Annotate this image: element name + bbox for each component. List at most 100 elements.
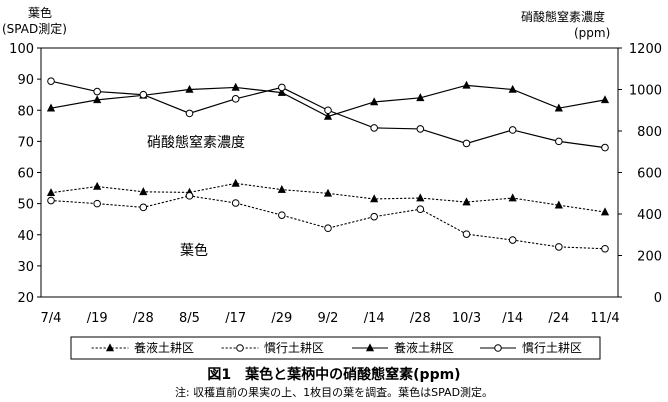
triangle-marker xyxy=(231,82,240,91)
circle-marker xyxy=(494,344,502,352)
triangle-marker xyxy=(554,103,563,112)
triangle-marker xyxy=(46,103,56,112)
circle-marker xyxy=(47,196,55,205)
x-tick-label: 8/5 xyxy=(179,311,200,326)
circle-marker xyxy=(416,205,425,214)
circle-marker xyxy=(185,192,194,200)
series-line xyxy=(50,182,606,213)
left-tick-label: 30 xyxy=(17,260,34,275)
triangle-marker xyxy=(323,111,333,120)
triangle-marker xyxy=(93,181,102,190)
left-tick-label: 100 xyxy=(9,42,34,57)
left-axis-title-line2: (SPAD測定) xyxy=(2,21,67,36)
right-tick-label: 200 xyxy=(637,250,662,265)
triangle-marker xyxy=(416,93,425,102)
triangle-marker xyxy=(600,95,610,104)
circle-marker xyxy=(555,243,563,251)
series-layer xyxy=(46,77,610,253)
series-0 xyxy=(46,178,610,216)
figure-note: 注: 収穫直前の果実の上、1枚目の葉を調査。葉色はSPAD測定。 xyxy=(174,386,494,399)
series-3 xyxy=(47,77,609,152)
left-axis-title-line1: 葉色 xyxy=(28,6,52,20)
x-tick-label: /14 xyxy=(364,311,385,326)
circle-marker xyxy=(324,224,332,233)
legend-entry-1: 慣行土耕区 xyxy=(221,340,324,355)
circle-marker xyxy=(555,137,563,146)
x-tick-label: /24 xyxy=(548,311,569,326)
legend-label: 慣行土耕区 xyxy=(522,340,582,355)
plot-area xyxy=(40,47,619,298)
triangle-marker xyxy=(323,188,333,197)
right-tick-label: 1200 xyxy=(629,42,662,57)
triangle-marker xyxy=(93,95,102,104)
triangle-marker xyxy=(231,178,240,187)
circle-marker xyxy=(231,95,240,103)
circle-marker xyxy=(139,203,148,212)
legend-entry-2: 養液土耕区 xyxy=(352,340,454,355)
left-tick-label: 40 xyxy=(17,229,34,244)
circle-marker xyxy=(508,126,517,134)
circle-marker xyxy=(370,124,378,132)
legend-entry-0: 養液土耕区 xyxy=(91,340,194,355)
triangle-marker xyxy=(185,84,194,93)
right-axis-ticks: 0 200 400 600 800 1000 1200 xyxy=(618,42,662,306)
x-tick-label: /28 xyxy=(410,311,431,326)
triangle-marker xyxy=(370,97,379,106)
annotation-leaf-color: 葉色 xyxy=(180,242,208,259)
triangle-marker xyxy=(416,193,425,202)
right-axis-title-line1: 硝酸態窒素濃度 xyxy=(521,9,605,24)
x-tick-label: /14 xyxy=(502,311,523,326)
x-tick-label: 11/4 xyxy=(590,311,619,326)
right-tick-label: 400 xyxy=(637,208,662,223)
left-tick-label: 20 xyxy=(17,291,34,306)
left-tick-label: 50 xyxy=(17,198,34,213)
x-tick-label: 10/3 xyxy=(452,311,481,326)
triangle-marker xyxy=(46,188,56,197)
series-1 xyxy=(47,192,609,253)
circle-marker xyxy=(278,211,286,219)
legend-box xyxy=(70,336,601,360)
left-axis-ticks: 20 30 40 50 60 70 80 90 100 xyxy=(9,42,41,306)
right-axis-title-line2: (ppm) xyxy=(574,26,610,40)
annotation-nitrate: 硝酸態窒素濃度 xyxy=(147,134,245,151)
triangle-marker xyxy=(600,207,610,216)
x-tick-label: /19 xyxy=(87,311,108,326)
circle-marker xyxy=(416,125,425,133)
right-tick-label: 1000 xyxy=(629,84,662,99)
right-tick-label: 0 xyxy=(654,291,662,306)
series-line xyxy=(50,195,606,250)
x-tick-label: /17 xyxy=(225,311,246,326)
triangle-marker xyxy=(105,343,115,352)
circle-marker xyxy=(278,83,286,92)
circle-marker xyxy=(370,212,378,221)
triangle-marker xyxy=(462,80,471,89)
left-tick-label: 90 xyxy=(17,73,34,88)
circle-marker xyxy=(139,90,148,99)
triangle-marker xyxy=(139,187,148,196)
triangle-marker xyxy=(508,84,517,93)
triangle-marker xyxy=(508,193,517,202)
right-tick-label: 600 xyxy=(637,167,662,182)
circle-marker xyxy=(231,199,240,207)
circle-marker xyxy=(93,199,101,208)
x-tick-label: /28 xyxy=(133,311,154,326)
circle-marker xyxy=(601,244,609,253)
x-tick-label: /29 xyxy=(271,311,292,326)
triangle-marker xyxy=(365,343,375,352)
circle-marker xyxy=(462,230,471,238)
circle-marker xyxy=(47,77,55,85)
x-axis-ticks: 7/4/19/28 8/5/17/29 9/2/14/28 10/3/14/24 11/… xyxy=(41,311,620,326)
circle-marker xyxy=(93,87,101,96)
triangle-marker xyxy=(277,184,286,193)
x-tick-label: 7/4 xyxy=(41,311,62,326)
triangle-marker xyxy=(277,87,286,96)
legend: 養液土耕区 慣行土耕区 養液土耕区 慣行土耕区 xyxy=(91,340,582,355)
triangle-marker xyxy=(554,200,563,209)
triangle-marker xyxy=(462,197,471,206)
legend-label: 養液土耕区 xyxy=(134,340,194,355)
legend-label: 慣行土耕区 xyxy=(264,340,324,355)
left-tick-label: 60 xyxy=(17,167,34,182)
figure-caption: 図1 葉色と葉柄中の硝酸態窒素(ppm) xyxy=(207,367,461,383)
triangle-marker xyxy=(370,194,379,203)
circle-marker xyxy=(236,344,244,352)
